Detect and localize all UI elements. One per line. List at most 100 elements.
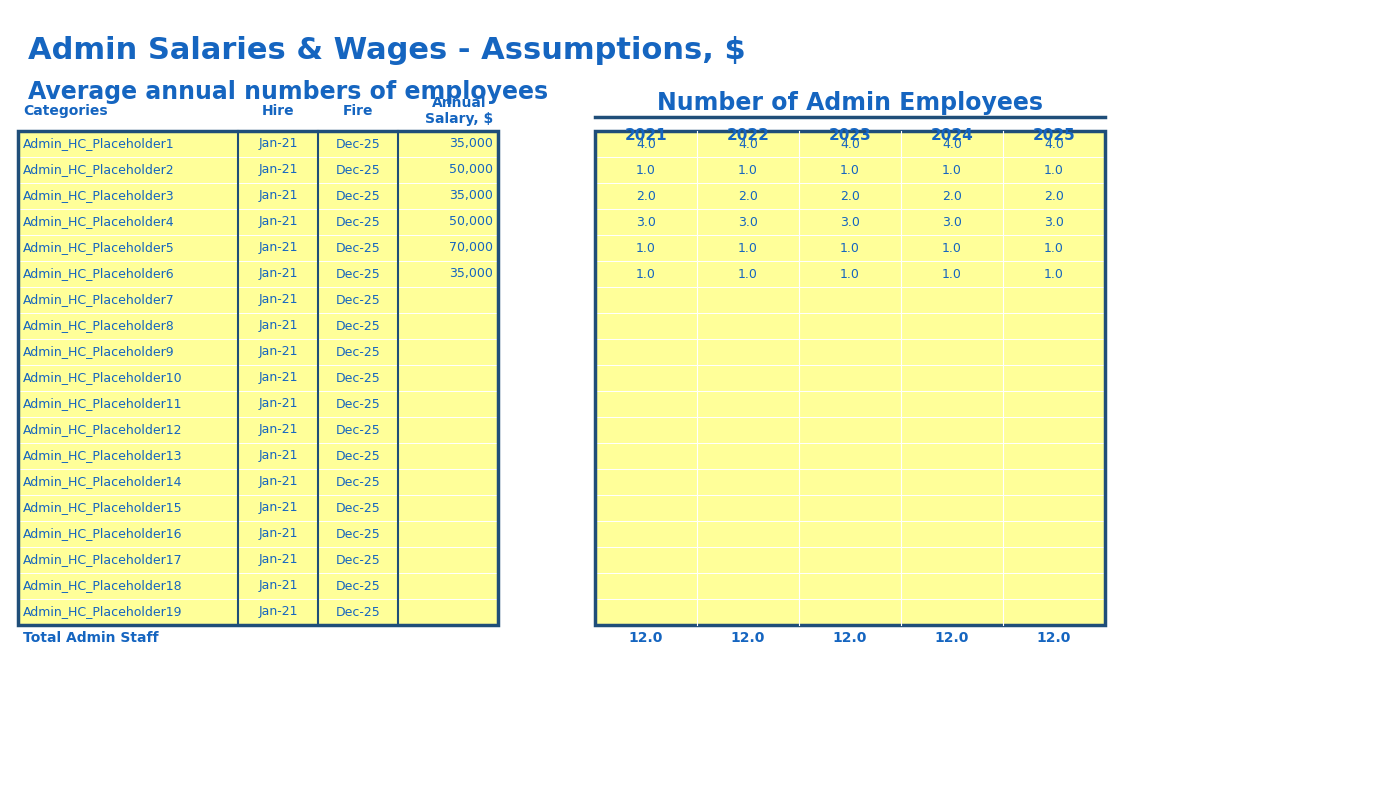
Bar: [595, 599, 697, 625]
Text: 12.0: 12.0: [628, 631, 663, 645]
Text: 1.0: 1.0: [1044, 241, 1064, 255]
Text: Jan-21: Jan-21: [258, 267, 297, 281]
Text: Average annual numbers of employees: Average annual numbers of employees: [28, 80, 549, 104]
Text: Jan-21: Jan-21: [258, 476, 297, 489]
Text: Fire: Fire: [343, 104, 373, 118]
Bar: [900, 131, 1002, 157]
Bar: [697, 313, 799, 339]
Bar: [900, 391, 1002, 417]
Text: Dec-25: Dec-25: [335, 398, 380, 410]
Bar: [398, 573, 498, 599]
Bar: [18, 313, 237, 339]
Bar: [318, 183, 398, 209]
Bar: [595, 131, 1106, 625]
Bar: [1002, 157, 1106, 183]
Text: Dec-25: Dec-25: [335, 605, 380, 619]
Bar: [900, 365, 1002, 391]
Bar: [595, 287, 697, 313]
Bar: [595, 183, 697, 209]
Bar: [799, 495, 900, 521]
Bar: [398, 183, 498, 209]
Bar: [595, 417, 697, 443]
Text: Dec-25: Dec-25: [335, 267, 380, 281]
Text: 2023: 2023: [829, 127, 871, 142]
Bar: [1002, 209, 1106, 235]
Bar: [595, 547, 697, 573]
Text: Jan-21: Jan-21: [258, 372, 297, 384]
Bar: [595, 209, 697, 235]
Bar: [799, 157, 900, 183]
Bar: [595, 131, 697, 157]
Bar: [18, 183, 237, 209]
Bar: [799, 313, 900, 339]
Text: Dec-25: Dec-25: [335, 579, 380, 593]
Bar: [799, 391, 900, 417]
Bar: [697, 365, 799, 391]
Bar: [398, 495, 498, 521]
Bar: [237, 209, 318, 235]
Text: 70,000: 70,000: [450, 241, 493, 255]
Bar: [237, 495, 318, 521]
Text: Dec-25: Dec-25: [335, 189, 380, 203]
Bar: [398, 209, 498, 235]
Text: 1.0: 1.0: [1044, 267, 1064, 281]
Bar: [1002, 573, 1106, 599]
Text: Jan-21: Jan-21: [258, 579, 297, 593]
Bar: [697, 417, 799, 443]
Bar: [595, 313, 697, 339]
Bar: [318, 131, 398, 157]
Bar: [799, 235, 900, 261]
Text: Dec-25: Dec-25: [335, 501, 380, 515]
Text: 4.0: 4.0: [1044, 138, 1064, 150]
Text: 2.0: 2.0: [840, 189, 860, 203]
Text: Dec-25: Dec-25: [335, 163, 380, 177]
Text: Admin_HC_Placeholder18: Admin_HC_Placeholder18: [22, 579, 183, 593]
Bar: [318, 469, 398, 495]
Bar: [595, 443, 697, 469]
Bar: [398, 599, 498, 625]
Bar: [799, 209, 900, 235]
Text: 50,000: 50,000: [450, 163, 493, 177]
Bar: [799, 339, 900, 365]
Text: Hire: Hire: [261, 104, 295, 118]
Text: 1.0: 1.0: [738, 163, 758, 177]
Bar: [18, 547, 237, 573]
Bar: [697, 261, 799, 287]
Text: 1.0: 1.0: [1044, 163, 1064, 177]
Text: Jan-21: Jan-21: [258, 605, 297, 619]
Bar: [318, 209, 398, 235]
Bar: [318, 573, 398, 599]
Bar: [318, 599, 398, 625]
Bar: [595, 339, 697, 365]
Bar: [900, 183, 1002, 209]
Bar: [1002, 287, 1106, 313]
Bar: [318, 313, 398, 339]
Text: 1.0: 1.0: [637, 241, 656, 255]
Bar: [18, 521, 237, 547]
Text: Dec-25: Dec-25: [335, 241, 380, 255]
Bar: [900, 287, 1002, 313]
Bar: [1002, 521, 1106, 547]
Bar: [18, 469, 237, 495]
Bar: [1002, 391, 1106, 417]
Bar: [697, 391, 799, 417]
Bar: [900, 235, 1002, 261]
Bar: [398, 261, 498, 287]
Text: 3.0: 3.0: [738, 215, 758, 229]
Text: 2021: 2021: [624, 127, 667, 142]
Text: Admin_HC_Placeholder19: Admin_HC_Placeholder19: [22, 605, 183, 619]
Bar: [799, 417, 900, 443]
Bar: [595, 469, 697, 495]
Bar: [900, 599, 1002, 625]
Bar: [900, 209, 1002, 235]
Text: Admin_HC_Placeholder12: Admin_HC_Placeholder12: [22, 424, 183, 436]
Bar: [318, 417, 398, 443]
Bar: [398, 339, 498, 365]
Text: Admin_HC_Placeholder4: Admin_HC_Placeholder4: [22, 215, 174, 229]
Text: 4.0: 4.0: [942, 138, 962, 150]
Text: 35,000: 35,000: [450, 267, 493, 281]
Bar: [398, 417, 498, 443]
Bar: [237, 183, 318, 209]
Bar: [900, 521, 1002, 547]
Bar: [697, 209, 799, 235]
